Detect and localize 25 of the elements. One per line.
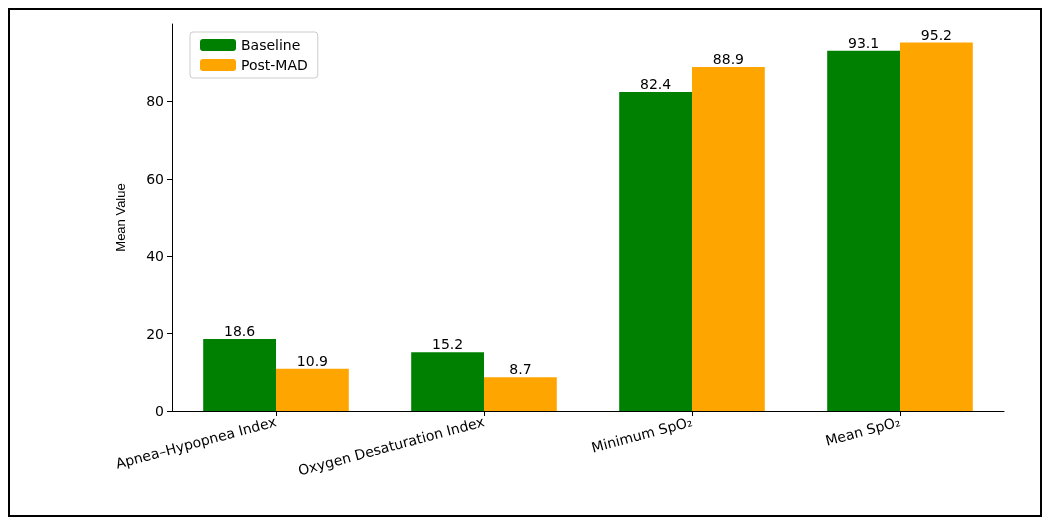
bar xyxy=(203,339,276,411)
legend-label: Post-MAD xyxy=(241,57,308,73)
y-tick-label: 80 xyxy=(146,93,164,110)
bar xyxy=(900,42,973,411)
bar xyxy=(827,50,900,411)
bar xyxy=(619,92,692,411)
data-label: 82.4 xyxy=(640,76,672,93)
x-tick-label: Mean SpO₂ xyxy=(823,413,903,449)
bar xyxy=(276,368,349,411)
data-label: 88.9 xyxy=(712,50,744,67)
y-tick-label: 0 xyxy=(155,403,164,419)
data-label: 15.2 xyxy=(432,336,464,353)
data-label: 95.2 xyxy=(920,26,952,43)
y-tick-label: 20 xyxy=(146,325,164,342)
data-label: 10.9 xyxy=(296,352,328,369)
y-tick-label: 40 xyxy=(146,248,164,265)
data-label: 93.1 xyxy=(848,34,880,51)
data-label: 8.7 xyxy=(509,361,532,378)
y-tick-label: 60 xyxy=(146,170,164,187)
bar xyxy=(411,352,484,411)
bar xyxy=(692,66,765,411)
y-axis-title: Mean Value xyxy=(113,183,128,252)
legend-label: Baseline xyxy=(241,37,301,53)
bar xyxy=(484,377,557,411)
data-label: 18.6 xyxy=(224,323,256,340)
